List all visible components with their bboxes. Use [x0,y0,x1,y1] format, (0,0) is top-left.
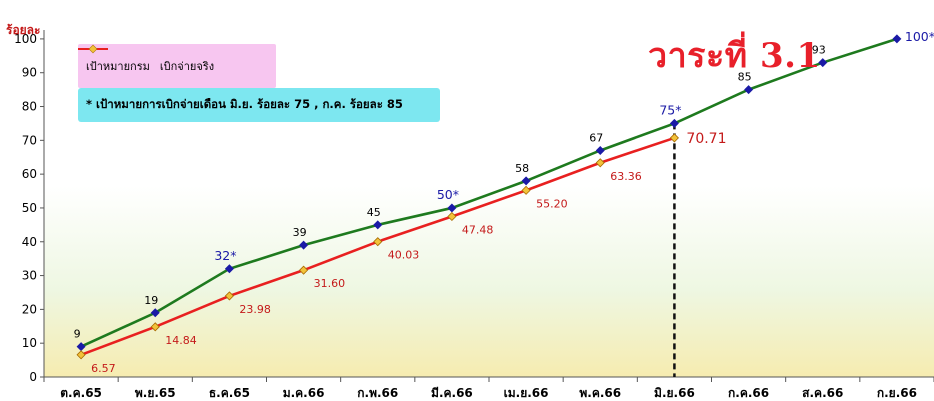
actual-point [595,158,605,168]
actual-point-label: 23.98 [239,303,271,316]
target-point-label: 100* [905,29,934,44]
x-tick-label: ต.ค.65 [60,386,102,400]
target-point [224,264,234,274]
target-series-line [80,37,898,348]
y-tick-label: 70 [22,133,37,147]
actual-point [150,322,160,332]
x-tick-label: เม.ย.66 [504,386,549,400]
target-point [373,220,383,230]
y-axis-title: ร้อยละ [6,23,40,37]
target-point-label: 58 [515,162,529,175]
target-point-label: 85 [738,71,752,84]
target-point-label: 45 [367,206,381,219]
target-point-label: 19 [144,294,158,307]
target-point [521,176,531,186]
x-tick-label: ก.ย.66 [877,386,917,400]
actual-point [447,211,457,222]
target-note: * เป้าหมายการเบิกจ่ายเดือน มิ.ย. ร้อยละ … [78,88,440,122]
x-tick-label: มี.ค.66 [431,386,473,400]
actual-point-label: 40.03 [388,249,420,262]
target-point-label: 39 [293,226,307,239]
target-point [669,118,679,128]
agenda-heading: วาระที่ 3.1 [648,36,821,76]
target-point-label: 93 [812,44,826,57]
target-point [744,85,754,95]
target-point [76,342,86,352]
target-point-label: 32* [214,248,236,263]
x-tick-label: ธ.ค.65 [209,386,250,400]
y-tick-label: 10 [22,336,37,350]
target-point-label: 9 [74,328,81,341]
target-point [299,240,309,250]
target-point-label: 67 [589,131,603,144]
target-point [595,145,605,155]
y-tick-label: 20 [22,302,37,316]
actual-point-label: 70.71 [686,131,726,147]
actual-point-label: 47.48 [462,223,494,236]
y-tick-label: 90 [22,66,37,80]
legend: เป้าหมายกรม เบิกจ่ายจริง [78,44,276,88]
legend-entry-actual: เบิกจ่ายจริง [78,44,215,75]
y-tick-label: 30 [22,269,37,283]
target-point [447,203,457,213]
y-tick-label: 0 [29,370,37,384]
x-tick-label: ก.พ.66 [357,386,398,400]
x-tick-label: พ.ย.65 [135,386,176,400]
x-tick-label: พ.ค.66 [579,386,621,400]
target-point [150,308,160,318]
actual-point [373,237,383,247]
target-point [892,34,902,44]
legend-target-label: เป้าหมายกรม [86,60,150,73]
target-point-label: 50* [437,187,459,202]
x-tick-label: ก.ค.66 [728,386,769,400]
actual-point [669,133,679,143]
actual-point-label: 31.60 [314,277,346,290]
x-tick-label: ส.ค.66 [802,386,843,400]
target-point [818,58,828,68]
y-tick-label: 80 [22,100,37,114]
actual-point [76,350,86,360]
legend-actual-swatch [78,44,108,54]
target-point-label: 75* [659,102,681,117]
actual-point [224,291,234,301]
actual-point [299,265,309,275]
y-tick-label: 100 [14,32,37,46]
y-tick-label: 50 [22,201,37,215]
y-tick-label: 40 [22,235,37,249]
x-tick-label: มิ.ย.66 [654,386,695,400]
legend-actual-label: เบิกจ่ายจริง [159,60,215,73]
actual-point-label: 55.20 [536,197,568,210]
y-tick-label: 60 [22,167,37,181]
actual-point-label: 63.36 [610,170,642,183]
actual-point-label: 14.84 [165,334,197,347]
actual-point [521,185,531,195]
x-tick-label: ม.ค.66 [283,386,325,400]
legend-entry-target: เป้าหมายกรม [78,45,150,75]
actual-point-label: 6.57 [91,362,116,375]
